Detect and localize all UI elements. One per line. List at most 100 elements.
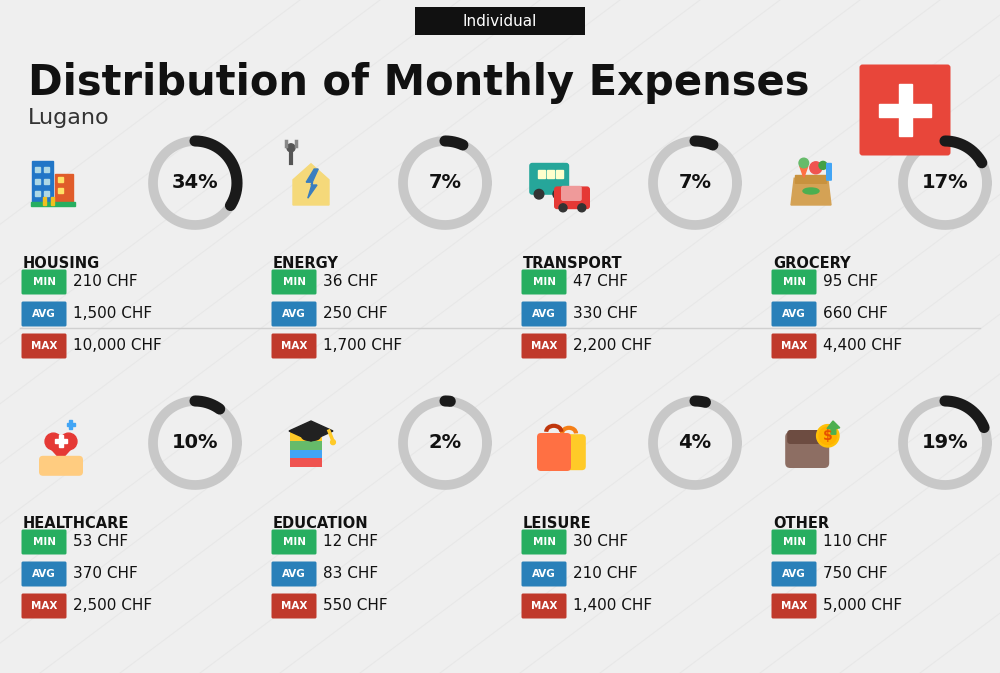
Bar	[35, 178, 40, 184]
Polygon shape	[800, 166, 808, 178]
FancyBboxPatch shape	[290, 431, 322, 441]
Circle shape	[45, 433, 62, 450]
Text: 250 CHF: 250 CHF	[323, 306, 388, 322]
Ellipse shape	[302, 433, 320, 441]
Text: 210 CHF: 210 CHF	[73, 275, 138, 289]
Text: 370 CHF: 370 CHF	[73, 567, 138, 581]
FancyBboxPatch shape	[39, 456, 83, 476]
Bar	[44, 190, 49, 196]
FancyBboxPatch shape	[415, 7, 585, 35]
Text: 7%: 7%	[678, 174, 712, 192]
Circle shape	[534, 189, 544, 199]
Text: 2%: 2%	[428, 433, 462, 452]
Bar	[35, 167, 40, 172]
Text: 30 CHF: 30 CHF	[573, 534, 628, 549]
Text: 7%: 7%	[428, 174, 462, 192]
Text: 10,000 CHF: 10,000 CHF	[73, 339, 162, 353]
Text: MAX: MAX	[31, 341, 57, 351]
Text: HOUSING: HOUSING	[23, 256, 100, 271]
FancyBboxPatch shape	[522, 594, 566, 618]
FancyBboxPatch shape	[272, 594, 316, 618]
FancyBboxPatch shape	[772, 269, 816, 295]
Circle shape	[553, 189, 563, 199]
Text: 19%: 19%	[922, 433, 968, 452]
Text: 550 CHF: 550 CHF	[323, 598, 388, 614]
Polygon shape	[289, 421, 333, 441]
Bar	[898, 84, 912, 136]
FancyBboxPatch shape	[772, 561, 816, 586]
FancyBboxPatch shape	[22, 334, 66, 359]
Circle shape	[287, 144, 295, 152]
Circle shape	[817, 425, 839, 447]
Circle shape	[331, 439, 335, 445]
Text: 34%: 34%	[172, 174, 218, 192]
Text: AVG: AVG	[782, 309, 806, 319]
Ellipse shape	[803, 188, 819, 194]
FancyBboxPatch shape	[22, 302, 66, 326]
Text: AVG: AVG	[282, 569, 306, 579]
Text: MIN: MIN	[32, 277, 56, 287]
FancyBboxPatch shape	[553, 434, 586, 470]
Text: MIN: MIN	[283, 537, 306, 547]
Bar	[35, 190, 40, 196]
FancyBboxPatch shape	[272, 269, 316, 295]
Text: MAX: MAX	[781, 601, 807, 611]
Text: MIN: MIN	[782, 537, 806, 547]
Text: MAX: MAX	[781, 341, 807, 351]
Text: ENERGY: ENERGY	[273, 256, 339, 271]
FancyBboxPatch shape	[772, 594, 816, 618]
Text: AVG: AVG	[532, 569, 556, 579]
Text: AVG: AVG	[32, 569, 56, 579]
Text: GROCERY: GROCERY	[773, 256, 851, 271]
Text: LEISURE: LEISURE	[523, 516, 592, 530]
Text: MAX: MAX	[531, 601, 557, 611]
FancyBboxPatch shape	[795, 175, 827, 184]
Text: 660 CHF: 660 CHF	[823, 306, 888, 322]
Text: 1,400 CHF: 1,400 CHF	[573, 598, 652, 614]
Bar	[58, 176, 63, 182]
Bar	[31, 202, 75, 206]
Text: 17%: 17%	[922, 174, 968, 192]
FancyBboxPatch shape	[290, 457, 322, 467]
FancyBboxPatch shape	[522, 334, 566, 359]
Text: 4%: 4%	[678, 433, 712, 452]
Bar	[32, 161, 53, 205]
Text: AVG: AVG	[782, 569, 806, 579]
Text: 110 CHF: 110 CHF	[823, 534, 888, 549]
FancyBboxPatch shape	[22, 530, 66, 555]
Text: Lugano: Lugano	[28, 108, 110, 128]
Bar	[55, 174, 73, 205]
Bar	[67, 423, 75, 426]
FancyBboxPatch shape	[787, 430, 827, 444]
Text: 330 CHF: 330 CHF	[573, 306, 638, 322]
FancyBboxPatch shape	[561, 186, 582, 201]
FancyBboxPatch shape	[290, 448, 322, 458]
Text: MAX: MAX	[281, 341, 307, 351]
FancyBboxPatch shape	[522, 530, 566, 555]
Text: MIN: MIN	[532, 537, 556, 547]
FancyBboxPatch shape	[772, 334, 816, 359]
Bar	[44, 167, 49, 172]
Bar	[55, 439, 67, 443]
Bar	[59, 435, 63, 447]
FancyBboxPatch shape	[554, 186, 590, 209]
Text: MIN: MIN	[283, 277, 306, 287]
Polygon shape	[827, 421, 840, 434]
Text: Distribution of Monthly Expenses: Distribution of Monthly Expenses	[28, 62, 810, 104]
Text: 750 CHF: 750 CHF	[823, 567, 888, 581]
Circle shape	[60, 433, 77, 450]
FancyBboxPatch shape	[772, 302, 816, 326]
Text: MIN: MIN	[532, 277, 556, 287]
Text: 2,200 CHF: 2,200 CHF	[573, 339, 652, 353]
FancyBboxPatch shape	[785, 432, 829, 468]
Text: HEALTHCARE: HEALTHCARE	[23, 516, 129, 530]
Text: 210 CHF: 210 CHF	[573, 567, 638, 581]
Bar	[43, 197, 46, 205]
Text: 2,500 CHF: 2,500 CHF	[73, 598, 152, 614]
Text: MAX: MAX	[281, 601, 307, 611]
Text: AVG: AVG	[532, 309, 556, 319]
Text: MAX: MAX	[531, 341, 557, 351]
Text: MIN: MIN	[32, 537, 56, 547]
Text: MIN: MIN	[782, 277, 806, 287]
Bar	[879, 104, 931, 116]
